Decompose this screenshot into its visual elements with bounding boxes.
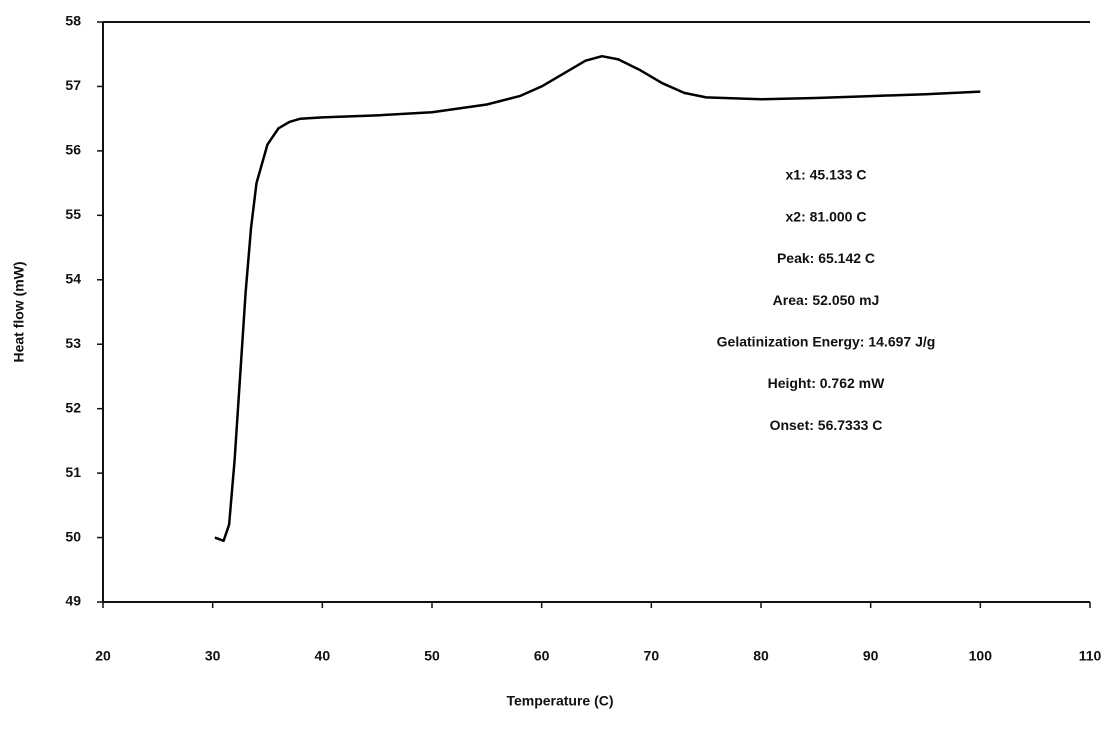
y-axis-label: Heat flow (mW): [11, 261, 27, 362]
x-tick-label: 110: [1079, 648, 1102, 664]
x-tick-label: 30: [205, 648, 221, 664]
x-axis-label: Temperature (C): [506, 693, 613, 709]
y-tick-label: 53: [65, 335, 81, 351]
y-tick-label: 52: [65, 399, 81, 415]
x-tick-label: 100: [969, 648, 993, 664]
annotation: x1: 45.133 C: [786, 167, 867, 183]
y-tick-label: 58: [65, 13, 81, 29]
annotation: Height: 0.762 mW: [768, 375, 885, 391]
x-tick-label: 20: [95, 648, 111, 664]
x-tick-label: 40: [315, 648, 331, 664]
y-tick-label: 50: [65, 528, 81, 544]
y-tick-label: 51: [65, 464, 81, 480]
y-tick-label: 55: [65, 206, 81, 222]
annotation: Area: 52.050 mJ: [773, 292, 880, 308]
y-tick-label: 56: [65, 142, 81, 158]
x-tick-label: 90: [863, 648, 879, 664]
y-tick-label: 54: [65, 270, 81, 286]
annotation: Gelatinization Energy: 14.697 J/g: [717, 334, 936, 350]
x-tick-label: 50: [424, 648, 440, 664]
annotation: Peak: 65.142 C: [777, 250, 875, 266]
x-tick-label: 70: [644, 648, 660, 664]
y-tick-label: 57: [65, 77, 81, 93]
x-tick-label: 80: [753, 648, 769, 664]
annotation: x2: 81.000 C: [786, 208, 867, 224]
heat-flow-line: [214, 54, 981, 543]
y-tick-label: 49: [65, 593, 81, 609]
annotation: Onset: 56.7333 C: [770, 417, 883, 433]
x-tick-label: 60: [534, 648, 550, 664]
